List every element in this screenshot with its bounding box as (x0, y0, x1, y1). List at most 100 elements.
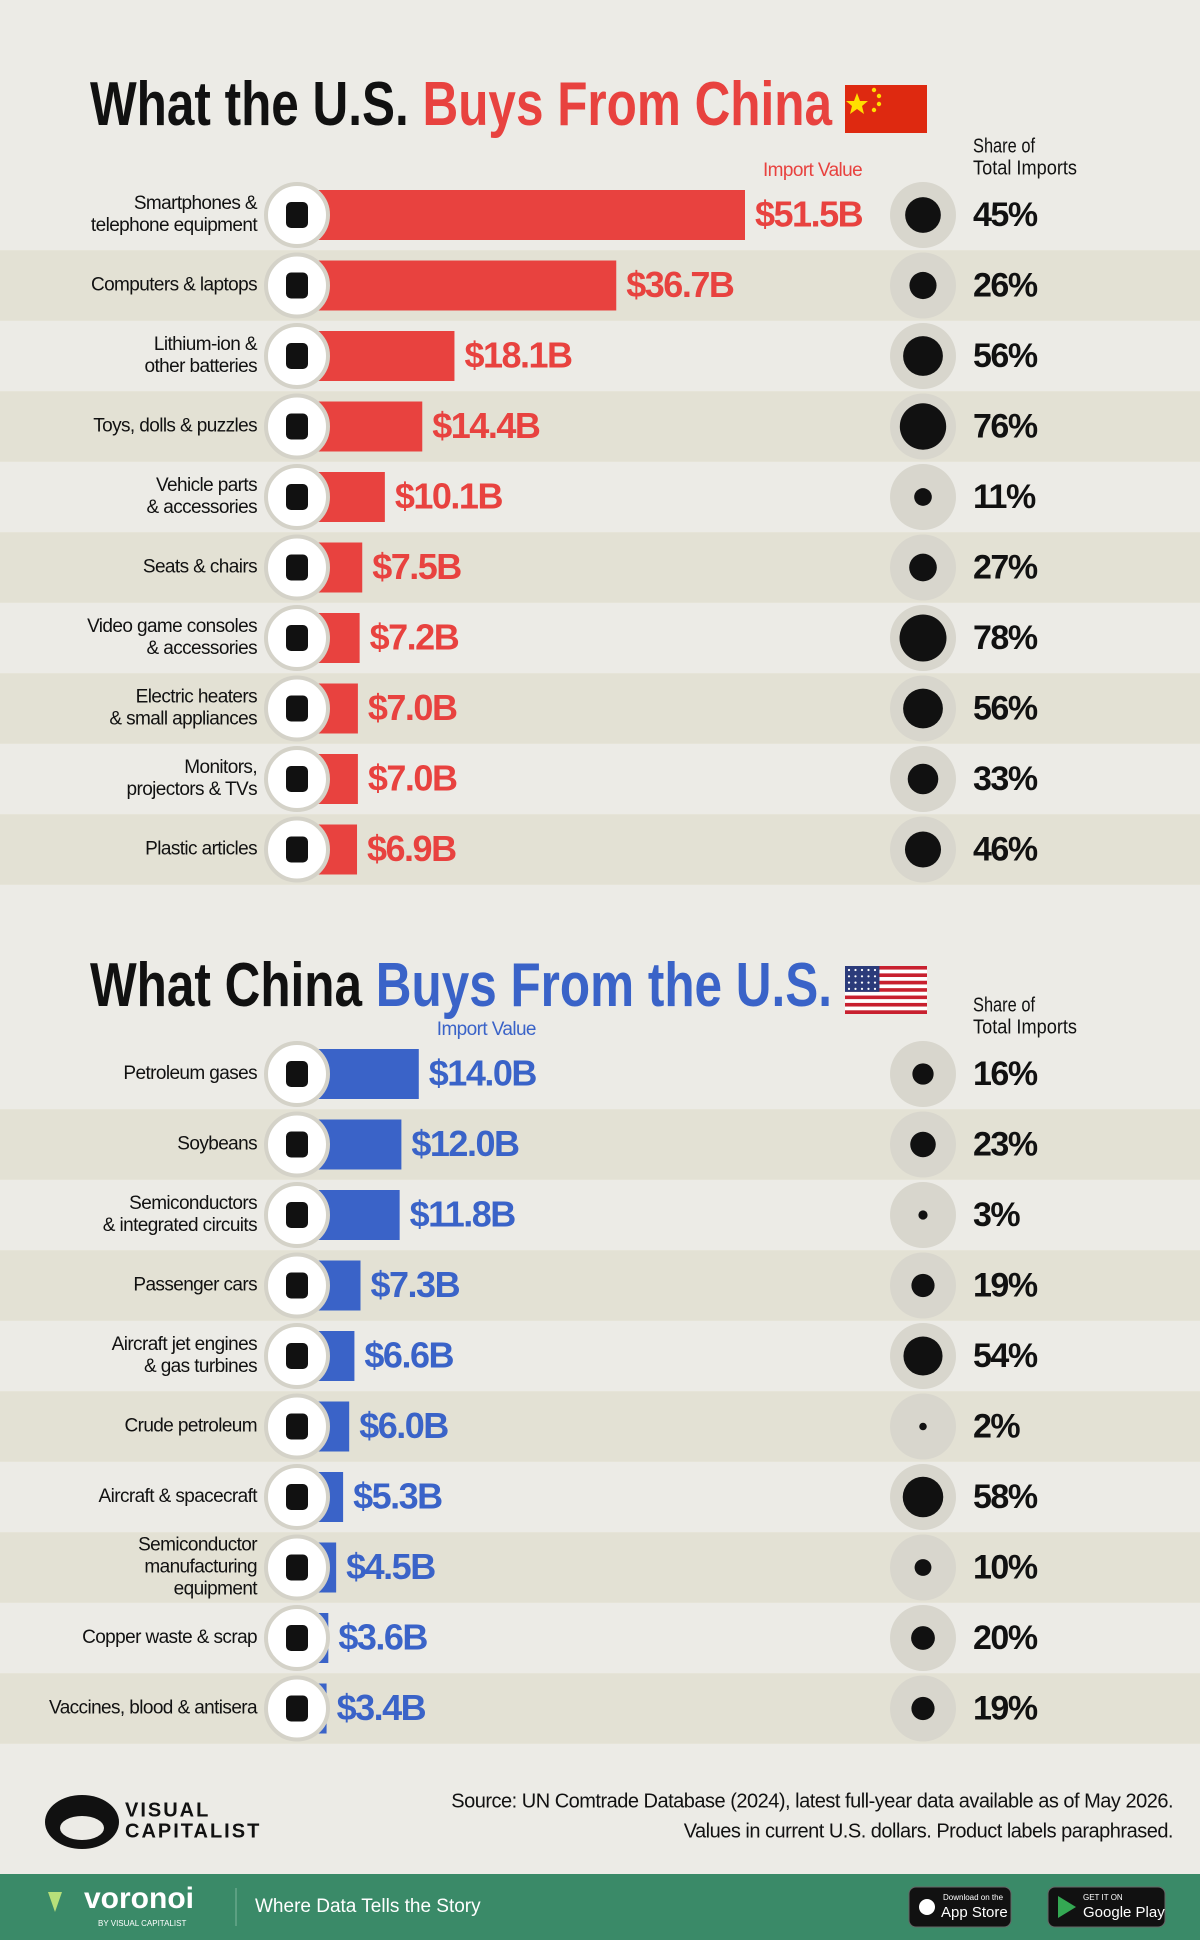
icon-glyph (286, 1484, 308, 1510)
app-store-text: App Store (941, 1904, 1008, 1921)
value-label: $10.1B (395, 476, 503, 517)
brand-sub: BY VISUAL CAPITALIST (98, 1919, 186, 1928)
flag-stripe (845, 999, 927, 1003)
title-main: What China (90, 951, 362, 1020)
flag-stripe (845, 1006, 927, 1011)
bar (297, 260, 617, 311)
share-dot (914, 488, 932, 506)
value-label: $7.3B (371, 1264, 460, 1305)
category-label: & gas turbines (144, 1356, 257, 1377)
row-band (0, 1673, 1200, 1744)
flag-stripe (845, 973, 927, 978)
share-label: 11% (973, 478, 1036, 516)
value-label: $14.0B (429, 1053, 537, 1094)
chart-title: What the U.S. Buys From China (90, 70, 832, 139)
share-label: 33% (973, 760, 1038, 798)
category-label: Computers & laptops (91, 275, 257, 296)
flag-star (873, 975, 877, 978)
share-dot (909, 553, 937, 582)
category-label: & accessories (147, 638, 258, 659)
share-label: 46% (973, 830, 1038, 868)
share-dot (911, 1696, 935, 1721)
icon-glyph (286, 202, 308, 228)
value-label: $3.4B (337, 1687, 426, 1728)
app-store-small: Download on the (943, 1893, 1004, 1902)
google-play-text: Google Play (1083, 1904, 1165, 1921)
icon-glyph (286, 1343, 308, 1369)
category-label: & small appliances (109, 709, 257, 730)
icon-glyph (286, 836, 308, 863)
flag-stripe (845, 984, 927, 989)
category-label: Aircraft & spacecraft (99, 1486, 259, 1507)
value-label: $4.5B (346, 1546, 435, 1587)
category-label: & integrated circuits (103, 1215, 257, 1236)
value-label: $5.3B (353, 1476, 442, 1517)
title-main: What the U.S. (90, 70, 409, 139)
icon-glyph (286, 1695, 308, 1722)
flag-star (873, 987, 877, 991)
share-label: 20% (973, 1619, 1038, 1657)
icon-glyph (286, 413, 308, 440)
share-label: 2% (973, 1407, 1020, 1445)
flag-star (860, 987, 864, 991)
flag-star (854, 981, 857, 984)
icon-glyph (286, 272, 308, 299)
share-label: 19% (973, 1266, 1038, 1304)
category-label: Copper waste & scrap (82, 1627, 257, 1648)
category-label: Monitors, (184, 757, 257, 778)
apple-icon (919, 1899, 935, 1915)
row-band (0, 1109, 1200, 1180)
category-label: Passenger cars (133, 1275, 257, 1296)
category-label: Toys, dolls & puzzles (93, 416, 257, 437)
flag-stripe (845, 988, 927, 992)
share-label: 23% (973, 1125, 1038, 1163)
icon-glyph (286, 484, 308, 510)
share-dot (904, 831, 942, 868)
icon-glyph (286, 1413, 308, 1440)
icon-glyph (286, 1061, 308, 1087)
flag-star (854, 987, 857, 991)
category-label: Semiconductors (129, 1193, 257, 1214)
flag-stripe (845, 995, 927, 1000)
share-dot (911, 1626, 935, 1650)
share-dot (912, 1063, 934, 1085)
flag-star (876, 101, 882, 107)
value-label: $7.0B (368, 758, 457, 799)
flag-star (867, 968, 870, 972)
flag-star (871, 107, 877, 113)
category-label: equipment (174, 1579, 259, 1600)
icon-glyph (286, 1554, 308, 1581)
share-label: 10% (973, 1548, 1038, 1586)
share-label: 3% (973, 1196, 1020, 1234)
row-band (0, 532, 1200, 603)
brand: voronoi (84, 1882, 194, 1915)
app-store-button (908, 1886, 1012, 1928)
icon-glyph (286, 1131, 308, 1158)
icon-glyph (286, 766, 308, 792)
category-label: Crude petroleum (124, 1416, 257, 1437)
value-label: $3.6B (338, 1617, 427, 1658)
share-dot (899, 614, 947, 662)
icon-glyph (286, 1625, 308, 1651)
flag-star (867, 975, 870, 978)
category-label: & accessories (147, 497, 258, 518)
value-label: $6.0B (359, 1405, 448, 1446)
value-label: $18.1B (464, 335, 572, 376)
category-label: Soybeans (177, 1134, 257, 1155)
category-label: Semiconductor (138, 1535, 258, 1556)
flag-star (846, 93, 868, 114)
share-label: 58% (973, 1478, 1038, 1516)
row-band (0, 673, 1200, 744)
icon-glyph (286, 625, 308, 651)
flag-star (873, 968, 877, 972)
play-icon (1058, 1896, 1076, 1918)
share-header: Total Imports (973, 157, 1077, 179)
flag-star (847, 968, 851, 972)
flag-stripe (845, 1002, 927, 1007)
row-band (0, 1532, 1200, 1603)
category-label: projectors & TVs (127, 779, 258, 800)
share-label: 78% (973, 619, 1038, 657)
chart-title: What China Buys From the U.S. (90, 951, 832, 1020)
